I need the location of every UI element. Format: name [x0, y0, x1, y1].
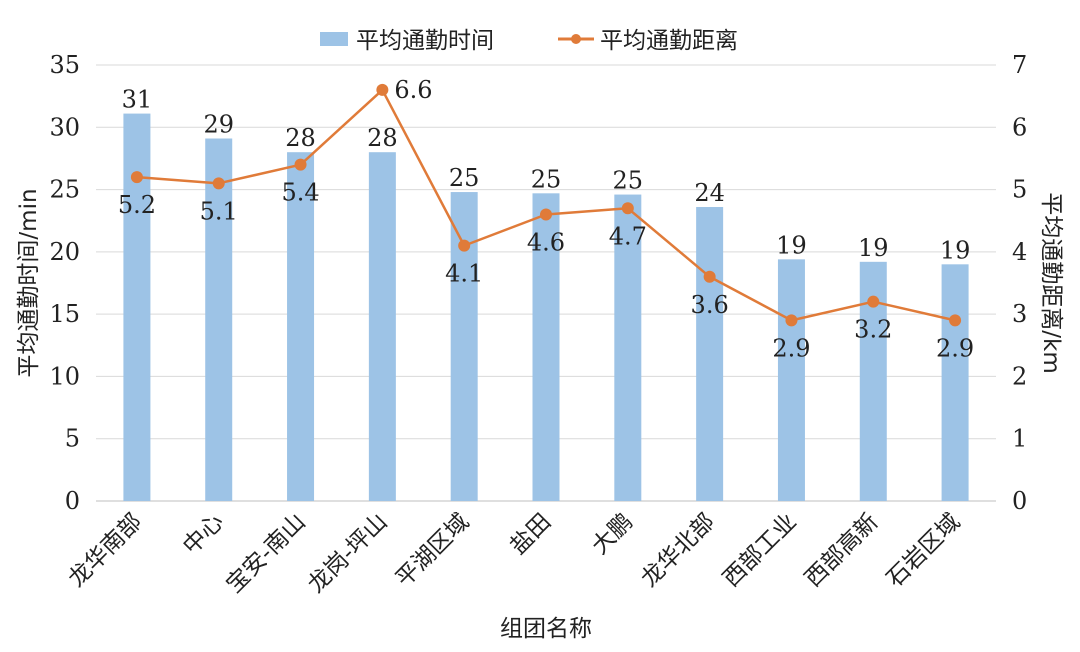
- bar: [614, 194, 642, 501]
- category-label: 平湖区域: [391, 509, 474, 592]
- y-tick-label: 25: [49, 176, 80, 204]
- line-point: [458, 239, 471, 252]
- y2-tick-label: 5: [1012, 176, 1027, 204]
- y-axis-title: 平均通勤时间/min: [16, 188, 42, 377]
- y-tick-label: 35: [49, 51, 80, 79]
- category-label: 中心: [178, 509, 229, 560]
- line-data-label: 2.9: [936, 334, 974, 362]
- y2-tick-label: 0: [1012, 487, 1027, 515]
- category-label: 盐田: [505, 509, 556, 560]
- category-label: 石岩区域: [882, 509, 965, 592]
- line-data-label: 2.9: [772, 334, 810, 362]
- y2-tick-label: 2: [1012, 362, 1027, 390]
- y-tick-label: 0: [65, 487, 80, 515]
- line-point: [294, 158, 307, 171]
- right-axis-ticks: 0 1 2 3 4 5 6 7: [1012, 51, 1027, 515]
- line-point: [949, 314, 962, 327]
- line-data-label: 4.7: [609, 222, 647, 250]
- legend-line-label: 平均通勤距离: [600, 28, 738, 54]
- bar-data-label: 28: [285, 124, 316, 152]
- category-label: 西部工业: [718, 509, 801, 592]
- bar-series: [123, 113, 969, 502]
- line-data-label: 6.6: [394, 76, 432, 104]
- y2-axis-title: 平均通勤距离/km: [1038, 192, 1064, 373]
- bar-data-labels: 31 29 28 28 25 25 25 24 19 19 19: [122, 86, 971, 265]
- bar: [205, 138, 233, 502]
- y2-tick-label: 4: [1012, 238, 1027, 266]
- category-label: 龙华北部: [636, 509, 719, 592]
- line-point: [540, 208, 552, 221]
- category-label: 龙华南部: [64, 509, 147, 592]
- bar-data-label: 28: [367, 124, 398, 152]
- legend-line-marker: [571, 34, 581, 44]
- line-point: [130, 171, 143, 184]
- bar-data-label: 19: [858, 234, 889, 262]
- line-data-label: 5.2: [118, 191, 156, 219]
- line-point: [867, 295, 880, 308]
- bar-data-label: 31: [122, 86, 153, 114]
- line-point: [785, 314, 798, 327]
- bar: [941, 264, 969, 501]
- y2-tick-label: 3: [1012, 300, 1027, 328]
- y-tick-label: 10: [49, 362, 80, 390]
- line-data-label: 5.4: [281, 179, 319, 207]
- bar: [450, 192, 478, 501]
- bar-data-label: 25: [449, 164, 480, 192]
- bar-data-label: 25: [531, 165, 562, 193]
- line-point: [703, 270, 716, 283]
- bar-data-label: 24: [694, 179, 725, 207]
- x-axis-title: 组团名称: [500, 616, 592, 642]
- line-data-label: 5.1: [200, 197, 238, 225]
- bar-data-label: 25: [613, 167, 644, 195]
- y2-tick-label: 6: [1012, 113, 1027, 141]
- line-data-labels: 5.2 5.1 5.4 6.6 4.1 4.6 4.7 3.6 2.9 3.2 2.9: [118, 76, 974, 362]
- line-series: [130, 83, 962, 327]
- bar: [368, 152, 396, 501]
- y-tick-label: 20: [49, 238, 80, 266]
- left-axis-ticks: 0 5 10 15 20 25 30 35: [49, 51, 80, 515]
- category-label: 龙岗-坪山: [303, 509, 392, 598]
- line-data-label: 4.1: [445, 260, 483, 288]
- bar-data-label: 29: [203, 110, 234, 138]
- y-tick-label: 5: [65, 425, 80, 453]
- bar: [287, 152, 315, 501]
- category-label: 西部高新: [800, 509, 883, 592]
- legend: 平均通勤时间 平均通勤距离: [320, 28, 738, 54]
- y2-tick-label: 1: [1012, 425, 1027, 453]
- category-label: 宝安-南山: [221, 509, 310, 598]
- bar-data-label: 19: [940, 236, 971, 264]
- line-data-label: 4.6: [527, 228, 565, 256]
- bar: [777, 259, 805, 501]
- bar: [696, 207, 724, 502]
- bar-data-label: 19: [776, 231, 807, 259]
- bar: [532, 193, 560, 501]
- line-point: [621, 202, 634, 215]
- line-data-label: 3.6: [691, 291, 729, 319]
- line-point: [376, 83, 389, 96]
- line-point: [212, 177, 225, 190]
- legend-bar-label: 平均通勤时间: [356, 28, 494, 54]
- category-label: 大鹏: [587, 509, 638, 560]
- y-tick-label: 15: [49, 300, 80, 328]
- line-data-label: 3.2: [854, 316, 892, 344]
- y2-tick-label: 7: [1012, 51, 1027, 79]
- legend-bar-swatch: [320, 32, 348, 46]
- y-tick-label: 30: [49, 113, 80, 141]
